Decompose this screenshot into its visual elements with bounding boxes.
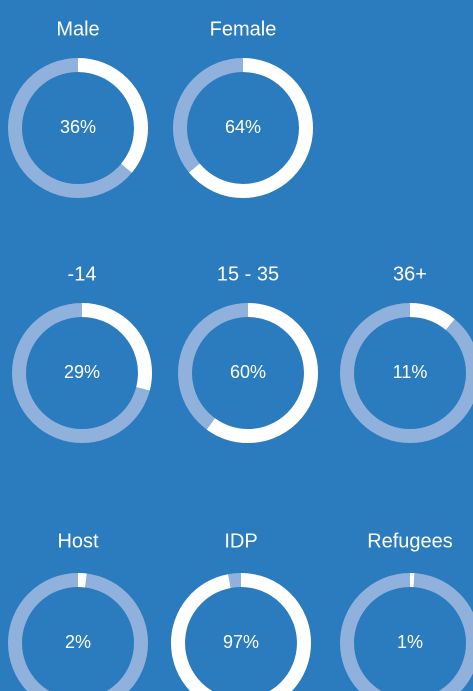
donut-title: 15 - 35 (217, 263, 279, 285)
donut-value-label: 1% (397, 632, 423, 652)
donut-arc (173, 58, 313, 198)
donut-title: Refugees (367, 530, 453, 552)
donut-value-label: 29% (64, 362, 100, 382)
donut-title: IDP (224, 530, 257, 552)
donut-arc (340, 573, 473, 691)
donut-arc (340, 303, 473, 443)
donut-title: -14 (68, 263, 97, 285)
donut-arc (8, 573, 148, 691)
donut-title: Female (210, 18, 277, 40)
donut-value-label: 36% (60, 117, 96, 137)
donut-value-label: 2% (65, 632, 91, 652)
donut-value-label: 11% (393, 362, 428, 382)
donut-arc (171, 573, 311, 691)
donut-title: 36+ (393, 263, 427, 285)
donut-value-label: 64% (225, 117, 261, 137)
donut-value-label: 60% (230, 362, 266, 382)
donut-value-label: 97% (223, 632, 259, 652)
donut-arc (178, 303, 318, 443)
donut-title: Male (56, 18, 99, 40)
donut-title: Host (57, 530, 99, 552)
donut-arc (8, 58, 148, 198)
donut-arc (12, 303, 152, 443)
